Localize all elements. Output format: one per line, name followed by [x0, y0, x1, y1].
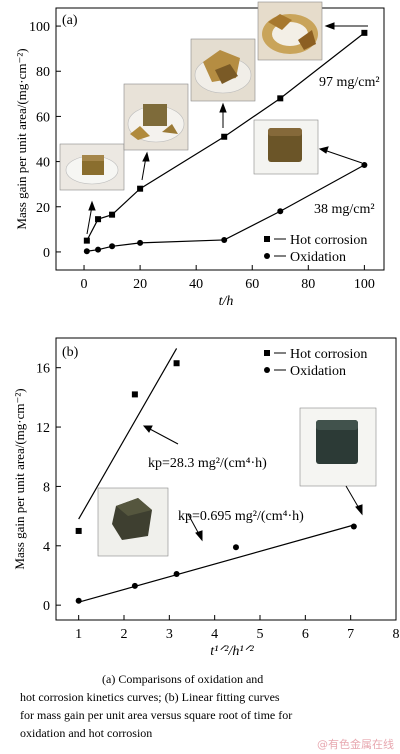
- point-oxidation-5: [277, 208, 284, 215]
- sample-photo-1-inset: [59, 143, 125, 191]
- point-hot-corrosion-0: [75, 527, 82, 534]
- pointer-arrows-a: [86, 22, 368, 235]
- fit-line-oxidation: [78, 524, 355, 603]
- panel-a: (a) Mass gain per unit area/(mg·cm⁻²) t/…: [14, 1, 385, 309]
- point-hot-corrosion-2: [173, 360, 180, 367]
- x-tick-label-a-1: 20: [133, 277, 147, 292]
- point-oxidation-2: [173, 570, 180, 577]
- x-tick-label-b-4: 5: [257, 627, 264, 642]
- x-axis-label-a: t/h: [219, 294, 234, 309]
- legend-a-ox-label: Oxidation: [290, 250, 346, 265]
- figure: (a) Mass gain per unit area/(mg·cm⁻²) t/…: [12, 1, 400, 659]
- ticks-a: 0 20 40 60 80 100 0 20 40 60 80 100: [29, 20, 375, 292]
- point-oxidation-0: [83, 248, 90, 255]
- point-hot-corrosion-1: [131, 391, 138, 398]
- x-tick-label-a-3: 60: [245, 277, 259, 292]
- x-tick-label-a-5: 100: [354, 277, 375, 292]
- panel-label-b: (b): [62, 345, 79, 360]
- sample-photo-2-inset: [123, 83, 189, 151]
- point-hot-corrosion-5: [277, 95, 284, 102]
- y-tick-label-b-1: 4: [43, 540, 50, 555]
- y-tick-label-b-0: 0: [43, 599, 50, 614]
- x-axis-label-b: t¹ᐟ²/h¹ᐟ²: [210, 644, 254, 659]
- point-oxidation-0: [75, 597, 82, 604]
- sample-photo-4-inset: [257, 1, 323, 61]
- caption-line-2: hot corrosion kinetics curves; (b) Linea…: [20, 690, 280, 704]
- point-hot-corrosion-4: [221, 133, 228, 140]
- point-oxidation-3: [137, 239, 144, 246]
- y-tick-label-b-4: 16: [36, 362, 50, 377]
- x-tick-label-b-5: 6: [302, 627, 309, 642]
- pointer-arrows-b: [142, 425, 363, 542]
- y-tick-label-a-2: 40: [36, 156, 50, 171]
- fit-line-hot-corrosion: [78, 348, 178, 520]
- y-tick-label-b-2: 8: [43, 480, 50, 495]
- x-tick-label-b-6: 7: [347, 627, 354, 642]
- series-markers-a: [83, 29, 368, 255]
- legend-a-hot-label: Hot corrosion: [290, 233, 367, 248]
- y-axis-label-a: Mass gain per unit area/(mg·cm⁻²): [14, 48, 29, 229]
- y-axis-label-b: Mass gain per unit area/(mg·cm⁻²): [12, 388, 27, 569]
- legend-a: Hot corrosion Oxidation: [264, 233, 367, 265]
- y-tick-label-b-3: 12: [36, 421, 50, 436]
- plot-frame-a: [55, 7, 385, 271]
- fit-lines-b: [78, 348, 355, 603]
- x-tick-label-a-2: 40: [189, 277, 203, 292]
- legend-b-ox-marker: [264, 367, 270, 373]
- panel-label-a: (a): [62, 13, 78, 28]
- legend-a-ox-marker: [264, 253, 270, 259]
- series-markers-b: [75, 360, 357, 604]
- panel-b: (b) Mass gain per unit area/(mg·cm⁻²) t¹…: [12, 337, 400, 659]
- y-tick-label-a-0: 0: [43, 246, 50, 261]
- annotation-38: 38 mg/cm²: [314, 202, 375, 217]
- kp-oxidation-label: kp=0.695 mg²/(cm⁴·h): [178, 509, 304, 524]
- sample-photo-5-inset: [253, 119, 319, 175]
- point-oxidation-1: [95, 246, 102, 253]
- point-hot-corrosion-3: [137, 185, 144, 192]
- point-oxidation-1: [131, 582, 138, 589]
- x-tick-label-a-0: 0: [81, 277, 88, 292]
- hot-corrosion-sample-photo-inset: [97, 487, 169, 557]
- point-oxidation-3: [232, 544, 239, 551]
- caption-line-1: (a) Comparisons of oxidation and: [102, 672, 264, 686]
- x-tick-label-b-0: 1: [75, 627, 82, 642]
- caption-line-4: oxidation and hot corrosion: [20, 726, 153, 740]
- point-hot-corrosion-6: [361, 29, 368, 36]
- legend-b-hot-label: Hot corrosion: [290, 347, 367, 362]
- y-tick-label-a-4: 80: [36, 65, 50, 80]
- x-tick-label-b-1: 2: [121, 627, 128, 642]
- point-oxidation-4: [221, 236, 228, 243]
- legend-a-hot-marker: [264, 236, 270, 242]
- point-oxidation-4: [350, 523, 357, 530]
- point-hot-corrosion-0: [83, 237, 90, 244]
- point-oxidation-6: [361, 161, 368, 168]
- watermark: @有色金属在线: [317, 738, 394, 751]
- point-hot-corrosion-2: [109, 211, 116, 218]
- y-tick-label-a-1: 20: [36, 201, 50, 216]
- x-tick-label-a-4: 80: [301, 277, 315, 292]
- oxidation-sample-photo-inset: [299, 407, 377, 487]
- x-tick-label-b-2: 3: [166, 627, 173, 642]
- point-oxidation-2: [109, 243, 116, 250]
- x-tick-label-b-3: 4: [211, 627, 218, 642]
- plot-frame-b: [55, 337, 397, 621]
- x-tick-label-b-7: 8: [393, 627, 400, 642]
- annotation-97: 97 mg/cm²: [319, 75, 380, 90]
- y-tick-label-a-5: 100: [29, 20, 50, 35]
- point-hot-corrosion-1: [95, 216, 102, 223]
- kp-hot-corrosion-label: kp=28.3 mg²/(cm⁴·h): [148, 456, 267, 471]
- caption-line-3: for mass gain per unit area versus squar…: [20, 708, 293, 722]
- sample-photo-3-inset: [190, 38, 256, 102]
- legend-b-ox-label: Oxidation: [290, 364, 346, 379]
- legend-b: Hot corrosion Oxidation: [264, 347, 367, 379]
- legend-b-hot-marker: [264, 350, 270, 356]
- y-tick-label-a-3: 60: [36, 110, 50, 125]
